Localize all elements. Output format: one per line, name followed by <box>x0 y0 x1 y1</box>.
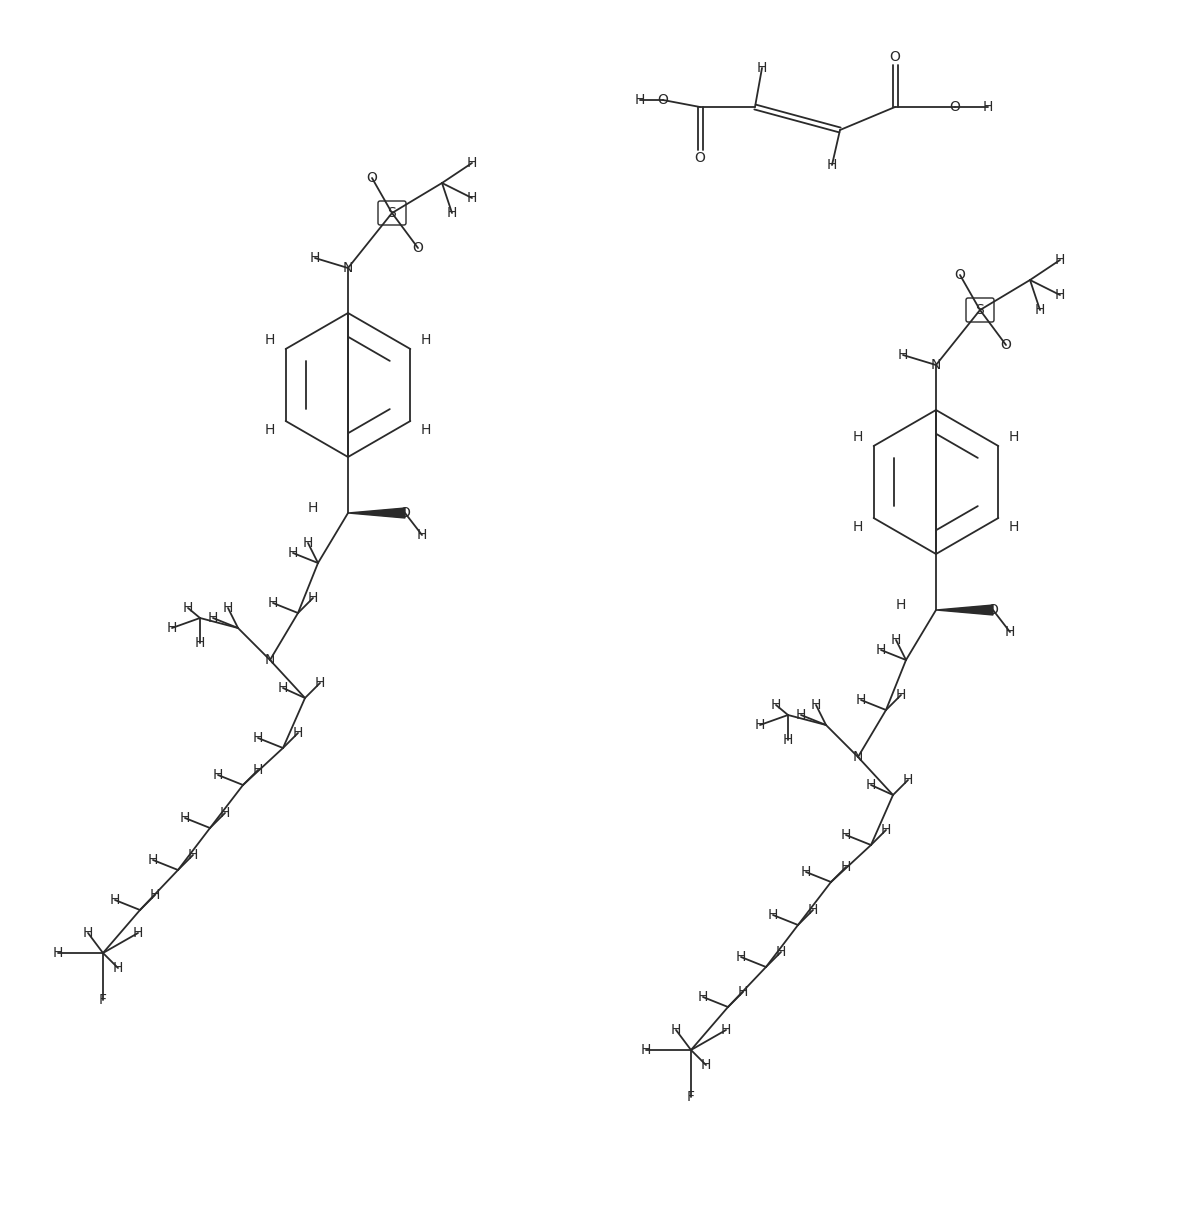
Text: H: H <box>641 1043 651 1057</box>
Text: H: H <box>896 598 907 612</box>
Text: H: H <box>1005 625 1015 639</box>
Text: H: H <box>808 903 819 917</box>
Text: H: H <box>53 946 63 960</box>
Text: H: H <box>698 991 708 1004</box>
Text: H: H <box>223 601 234 615</box>
Text: H: H <box>110 893 120 907</box>
Text: H: H <box>768 908 778 922</box>
Text: H: H <box>293 727 303 740</box>
Text: H: H <box>467 191 477 205</box>
Text: H: H <box>755 718 766 731</box>
Text: H: H <box>1034 303 1045 317</box>
Text: H: H <box>188 848 199 862</box>
Text: O: O <box>987 603 998 616</box>
Text: H: H <box>148 853 158 867</box>
Text: H: H <box>852 430 863 444</box>
Text: H: H <box>265 423 276 437</box>
Text: O: O <box>955 268 966 282</box>
Polygon shape <box>348 507 405 518</box>
Text: H: H <box>149 888 160 902</box>
Text: N: N <box>265 653 276 667</box>
Text: H: H <box>220 807 230 820</box>
Text: O: O <box>890 50 901 64</box>
Text: S: S <box>975 303 985 317</box>
Text: H: H <box>308 501 318 515</box>
Text: H: H <box>267 596 278 610</box>
Text: H: H <box>265 333 276 348</box>
Text: H: H <box>208 612 218 625</box>
Text: O: O <box>400 506 411 520</box>
Text: H: H <box>278 681 288 695</box>
Text: H: H <box>810 698 821 712</box>
Text: O: O <box>366 171 377 185</box>
Text: N: N <box>852 750 863 764</box>
Text: S: S <box>388 206 396 220</box>
Text: H: H <box>736 949 746 964</box>
Text: H: H <box>309 251 320 265</box>
Text: H: H <box>891 633 901 647</box>
Text: H: H <box>467 156 477 170</box>
Text: H: H <box>132 926 143 940</box>
Text: H: H <box>1055 288 1066 302</box>
Text: H: H <box>113 962 123 975</box>
Text: H: H <box>875 643 886 658</box>
Text: F: F <box>687 1090 695 1104</box>
Text: H: H <box>903 773 913 787</box>
Text: H: H <box>83 926 93 940</box>
Text: H: H <box>898 348 908 362</box>
Text: H: H <box>796 708 807 722</box>
Text: H: H <box>757 61 767 75</box>
Text: H: H <box>420 333 431 348</box>
Text: H: H <box>167 621 177 635</box>
Text: H: H <box>213 768 223 782</box>
Text: H: H <box>982 101 993 114</box>
Text: H: H <box>775 945 786 959</box>
Text: H: H <box>840 860 851 874</box>
Text: H: H <box>1009 430 1019 444</box>
Text: H: H <box>303 536 313 550</box>
Text: H: H <box>420 423 431 437</box>
Polygon shape <box>936 606 993 615</box>
Text: H: H <box>179 811 190 825</box>
Text: H: H <box>288 546 299 559</box>
Text: H: H <box>253 763 264 777</box>
Text: H: H <box>314 676 325 690</box>
Text: O: O <box>657 93 668 107</box>
Text: O: O <box>695 151 706 165</box>
Text: H: H <box>1055 253 1066 266</box>
Text: H: H <box>852 520 863 534</box>
Text: H: H <box>447 206 458 220</box>
Text: H: H <box>827 157 837 172</box>
FancyBboxPatch shape <box>966 298 995 322</box>
Text: H: H <box>1009 520 1019 534</box>
Text: F: F <box>99 993 107 1008</box>
Text: H: H <box>840 828 851 842</box>
Text: N: N <box>931 358 942 372</box>
Text: N: N <box>343 262 353 275</box>
Text: H: H <box>671 1023 681 1037</box>
Text: H: H <box>801 865 811 879</box>
FancyBboxPatch shape <box>378 201 406 225</box>
Text: H: H <box>253 731 264 745</box>
Text: H: H <box>856 693 866 707</box>
Text: H: H <box>881 823 891 837</box>
Text: H: H <box>783 733 793 747</box>
Text: H: H <box>771 698 781 712</box>
Text: H: H <box>721 1023 731 1037</box>
Text: H: H <box>417 528 427 543</box>
Text: H: H <box>183 601 193 615</box>
Text: O: O <box>1001 338 1011 352</box>
Text: H: H <box>195 636 205 650</box>
Text: H: H <box>896 688 907 702</box>
Text: H: H <box>866 777 877 792</box>
Text: H: H <box>701 1058 712 1072</box>
Text: H: H <box>308 591 318 606</box>
Text: H: H <box>635 93 645 107</box>
Text: O: O <box>950 101 961 114</box>
Text: O: O <box>413 241 424 256</box>
Text: H: H <box>738 985 748 999</box>
